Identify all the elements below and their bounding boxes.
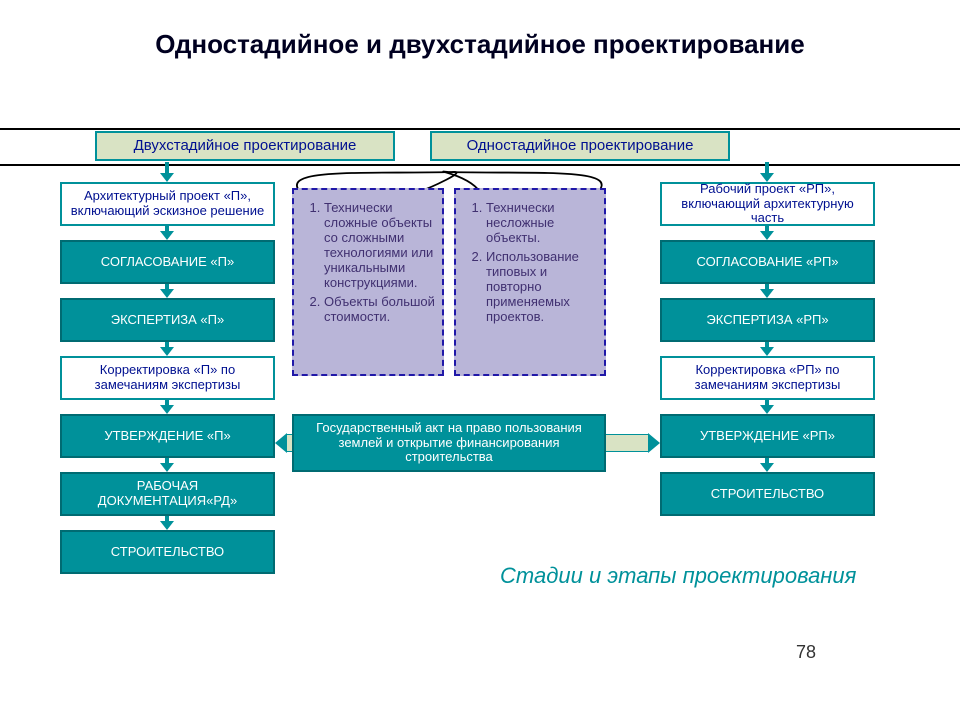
hr-top [0, 128, 960, 130]
right-step-1: Рабочий проект «РП», включающий архитект… [660, 182, 875, 226]
note-right: Технически несложные объекты. Использова… [454, 188, 606, 376]
hr-bottom [0, 164, 960, 166]
center-act-box: Государственный акт на право пользования… [292, 414, 606, 472]
arrow-l-1 [160, 226, 174, 240]
arrow-r-2 [760, 284, 774, 298]
header-one-stage: Одностадийное проектирование [430, 131, 730, 161]
arrow-r-5 [760, 458, 774, 472]
arrow-l-0 [160, 162, 174, 182]
header-two-stage: Двухстадийное проектирование [95, 131, 395, 161]
left-step-1: Архитектурный проект «П», включающий эск… [60, 182, 275, 226]
page-number: 78 [796, 642, 816, 663]
left-step-2: СОГЛАСОВАНИЕ «П» [60, 240, 275, 284]
arrow-l-3 [160, 342, 174, 356]
page-title: Одностадийное и двухстадийное проектиров… [0, 28, 960, 61]
left-step-5: УТВЕРЖДЕНИЕ «П» [60, 414, 275, 458]
right-step-5: УТВЕРЖДЕНИЕ «РП» [660, 414, 875, 458]
arrow-r-4 [760, 400, 774, 414]
arrow-l-4 [160, 400, 174, 414]
left-step-7: СТРОИТЕЛЬСТВО [60, 530, 275, 574]
arrow-r-3 [760, 342, 774, 356]
harrow-left [275, 433, 292, 453]
arrow-l-2 [160, 284, 174, 298]
arrow-r-0 [760, 162, 774, 182]
note-left-item-1: Технически сложные объекты со сложными т… [324, 200, 436, 290]
note-left: Технически сложные объекты со сложными т… [292, 188, 444, 376]
note-left-item-2: Объекты большой стоимости. [324, 294, 436, 324]
left-step-4: Корректировка «П» по замечаниям эксперти… [60, 356, 275, 400]
arrow-r-1 [760, 226, 774, 240]
arrow-l-6 [160, 516, 174, 530]
right-step-4: Корректировка «РП» по замечаниям эксперт… [660, 356, 875, 400]
note-right-item-2: Использование типовых и повторно применя… [486, 249, 598, 324]
arrow-l-5 [160, 458, 174, 472]
left-step-6: РАБОЧАЯ ДОКУМЕНТАЦИЯ«РД» [60, 472, 275, 516]
note-right-item-1: Технически несложные объекты. [486, 200, 598, 245]
harrow-right [606, 433, 660, 453]
caption: Стадии и этапы проектирования [500, 562, 856, 590]
right-step-2: СОГЛАСОВАНИЕ «РП» [660, 240, 875, 284]
right-step-3: ЭКСПЕРТИЗА «РП» [660, 298, 875, 342]
left-step-3: ЭКСПЕРТИЗА «П» [60, 298, 275, 342]
right-step-6: СТРОИТЕЛЬСТВО [660, 472, 875, 516]
